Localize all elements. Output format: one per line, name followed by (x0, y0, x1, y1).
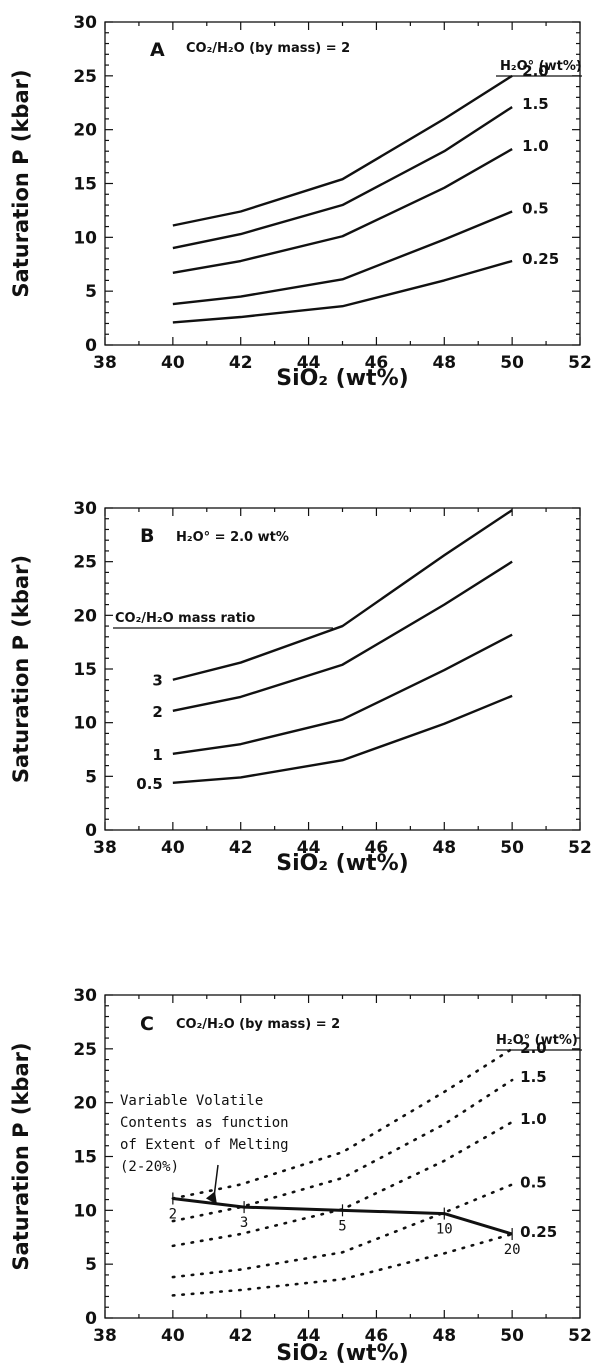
series-line (171, 1232, 514, 1297)
legend-title: H₂O° (wt%) (500, 59, 582, 74)
y-tick-label: 5 (85, 767, 97, 787)
y-axis-label: Saturation P (kbar) (9, 1042, 33, 1270)
x-tick-label: 48 (432, 353, 456, 373)
x-tick-label: 42 (229, 353, 253, 373)
y-tick-label: 25 (73, 67, 97, 87)
y-tick-label: 0 (85, 336, 97, 356)
series-label: 0.5 (136, 775, 163, 793)
y-tick-label: 20 (73, 121, 97, 141)
y-tick-label: 0 (85, 1309, 97, 1329)
panel-annotation: H₂O° = 2.0 wt% (176, 530, 289, 545)
x-tick-label: 50 (500, 838, 524, 858)
x-tick-label: 40 (161, 838, 185, 858)
x-axis-label: SiO₂ (wt%) (276, 1341, 408, 1366)
callout-text-line: of Extent of Melting (120, 1137, 289, 1153)
series-label: 2 (152, 703, 162, 721)
panel-annotation: CO₂/H₂O (by mass) = 2 (176, 1017, 340, 1032)
series-label: 1 (152, 746, 162, 764)
series-line (172, 74, 513, 227)
series-label: 1.0 (520, 1110, 547, 1128)
y-tick-label: 20 (73, 1094, 97, 1114)
callout-arrow-head (205, 1191, 217, 1205)
series-line (172, 106, 513, 250)
y-tick-label: 15 (73, 660, 97, 680)
x-tick-label: 48 (432, 838, 456, 858)
y-tick-label: 10 (73, 1201, 97, 1221)
y-tick-label: 10 (73, 228, 97, 248)
y-tick-label: 30 (73, 499, 97, 519)
legend-title: CO₂/H₂O mass ratio (115, 611, 255, 626)
panel-letter: B (140, 525, 154, 547)
callout-text-line: Contents as function (120, 1115, 289, 1131)
series-line (172, 509, 513, 681)
x-tick-label: 44 (297, 1326, 321, 1346)
series-line (172, 148, 513, 275)
series-label: 0.5 (520, 1173, 547, 1191)
y-tick-label: 5 (85, 282, 97, 302)
x-tick-label: 38 (93, 838, 117, 858)
y-tick-label: 15 (73, 175, 97, 195)
x-tick-label: 52 (568, 1326, 592, 1346)
x-tick-label: 46 (365, 1326, 389, 1346)
y-tick-label: 30 (73, 986, 97, 1006)
series-label: 2.0 (522, 62, 549, 80)
melting-path-label: 5 (338, 1218, 346, 1234)
series-line (172, 633, 513, 755)
y-axis-label: Saturation P (kbar) (9, 555, 33, 783)
series-label: 3 (152, 672, 162, 690)
series-label: 1.5 (520, 1068, 547, 1086)
x-tick-label: 44 (297, 838, 321, 858)
series-label: 1.0 (522, 137, 549, 155)
melting-path-label: 20 (504, 1242, 521, 1258)
y-tick-label: 0 (85, 821, 97, 841)
panel-a: 38 40 42 44 46 48 50 52 0 5 10 15 20 25 30 SiO₂ (wt%) Sa… (9, 13, 592, 391)
melting-path-label: 3 (240, 1215, 248, 1231)
y-tick-label: 30 (73, 13, 97, 33)
melting-path-label: 2 (169, 1206, 177, 1222)
panel-b: 38 40 42 44 46 48 50 52 0 5 10 15 20 25 30 SiO₂ (wt%) Sa… (9, 499, 592, 876)
melting-path-label: 10 (436, 1222, 453, 1238)
x-tick-label: 42 (229, 1326, 253, 1346)
callout-text-line: Variable Volatile (120, 1093, 263, 1109)
x-tick-label: 38 (93, 1326, 117, 1346)
x-tick-label: 44 (297, 353, 321, 373)
series-label: 2.0 (520, 1039, 547, 1057)
y-tick-label: 10 (73, 714, 97, 734)
x-tick-label: 42 (229, 838, 253, 858)
series-label: 0.25 (520, 1223, 557, 1241)
x-tick-label: 38 (93, 353, 117, 373)
x-tick-label: 50 (500, 353, 524, 373)
x-tick-label: 40 (161, 1326, 185, 1346)
x-tick-label: 46 (365, 838, 389, 858)
series-label: 0.25 (522, 250, 559, 268)
x-tick-label: 40 (161, 353, 185, 373)
series-line (172, 560, 513, 713)
x-tick-label: 46 (365, 353, 389, 373)
panel-annotation: CO₂/H₂O (by mass) = 2 (186, 41, 350, 56)
y-tick-label: 25 (73, 553, 97, 573)
x-axis-label: SiO₂ (wt%) (276, 366, 408, 391)
series-line (172, 259, 513, 324)
x-tick-label: 50 (500, 1326, 524, 1346)
y-tick-label: 25 (73, 1040, 97, 1060)
series-line (172, 210, 513, 306)
series-line (171, 1183, 514, 1279)
x-tick-label: 52 (568, 353, 592, 373)
panel-letter: C (140, 1013, 154, 1035)
x-tick-label: 52 (568, 838, 592, 858)
series-line (172, 694, 513, 784)
x-tick-label: 48 (432, 1326, 456, 1346)
y-tick-label: 5 (85, 1255, 97, 1275)
y-tick-label: 20 (73, 606, 97, 626)
legend-title: H₂O° (wt%) (496, 1033, 578, 1048)
panel-letter: A (150, 39, 165, 61)
x-axis-label: SiO₂ (wt%) (276, 851, 408, 876)
callout-text-line: (2-20%) (120, 1159, 179, 1175)
y-axis-label: Saturation P (kbar) (9, 69, 33, 297)
series-label: 1.5 (522, 95, 549, 113)
series-label: 0.5 (522, 199, 549, 217)
y-tick-label: 15 (73, 1148, 97, 1168)
